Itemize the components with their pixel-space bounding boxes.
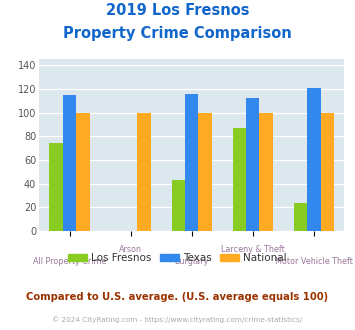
Text: All Property Crime: All Property Crime — [33, 257, 106, 266]
Bar — [246, 98, 260, 231]
Bar — [49, 144, 63, 231]
Bar — [63, 95, 76, 231]
Text: Motor Vehicle Theft: Motor Vehicle Theft — [275, 257, 353, 266]
Bar — [137, 113, 151, 231]
Text: Compared to U.S. average. (U.S. average equals 100): Compared to U.S. average. (U.S. average … — [26, 292, 329, 302]
Text: © 2024 CityRating.com - https://www.cityrating.com/crime-statistics/: © 2024 CityRating.com - https://www.city… — [53, 317, 302, 323]
Bar — [307, 88, 321, 231]
Bar — [321, 113, 334, 231]
Text: Larceny & Theft: Larceny & Theft — [221, 245, 285, 254]
Bar — [185, 94, 198, 231]
Legend: Los Fresnos, Texas, National: Los Fresnos, Texas, National — [64, 249, 291, 267]
Text: Burglary: Burglary — [175, 257, 209, 266]
Bar — [294, 203, 307, 231]
Bar — [76, 113, 90, 231]
Text: 2019 Los Fresnos: 2019 Los Fresnos — [106, 3, 249, 18]
Bar — [233, 128, 246, 231]
Bar — [171, 180, 185, 231]
Bar — [260, 113, 273, 231]
Bar — [198, 113, 212, 231]
Text: Arson: Arson — [119, 245, 142, 254]
Text: Property Crime Comparison: Property Crime Comparison — [63, 26, 292, 41]
